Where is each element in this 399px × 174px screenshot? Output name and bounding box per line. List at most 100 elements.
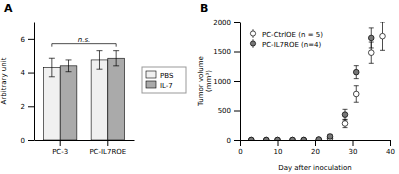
error-bar [49,58,55,77]
tick-mark [240,140,241,146]
chart-container: 0 2 4 6 Arbitrary unit PC-3 PC-IL7ROE n.s. PBS IL… [0,0,399,174]
legend: PBS IL-7 [142,67,186,93]
tick-label: 1000 [213,78,231,86]
point [248,137,254,140]
chart-title: A [4,2,13,15]
tick-mark [234,81,240,82]
axis-line [240,23,241,141]
legend-label: PC-CtrlOE (n = 5) [262,31,323,39]
tick-label: 2 [21,103,25,111]
point [353,91,359,97]
point [368,35,374,41]
tick-mark [107,140,108,146]
tick-mark [28,140,34,141]
panel: 0 2 4 6 Arbitrary unit PC-3 PC-IL7ROE n.s. PBS IL… [0,23,186,156]
tick-mark [234,52,240,53]
point [353,69,359,75]
point [290,137,296,140]
tick-label: PC-3 [52,148,68,156]
y-axis-title-line: (mm³) [205,70,213,92]
error-bar [328,134,333,138]
y-axis: 0 500 1000 1500 2000 [213,19,240,145]
tick-label: 4 [21,69,26,77]
legend-item: IL-7 [146,81,173,90]
tick-mark [234,140,240,141]
tick: 0 [21,137,34,145]
tick-mark [28,39,34,40]
legend: PC-CtrlOE (n = 5) PC-IL7ROE (n=4) [250,29,323,49]
legend-frame [142,67,186,93]
point [263,137,269,140]
tick: 2 [21,103,34,111]
y-axis: 0 2 4 6 [21,23,35,145]
tick-mark [353,140,354,146]
tick: PC-3 [52,140,68,156]
point [380,33,386,39]
error-bar [113,51,119,66]
panel: 0 500 1000 1500 2000 Tumor volume(mm³) Day aft… [197,19,395,172]
tick-mark [278,140,279,146]
tick-label: 2000 [213,19,231,27]
bar [44,68,61,140]
tick: 4 [21,69,34,77]
tick: 1000 [213,78,240,86]
point [263,137,269,140]
legend-item: PC-CtrlOE (n = 5) [250,29,323,39]
chart-svg: 0 2 4 6 Arbitrary unit PC-3 PC-IL7ROE n.s. PBS IL… [0,0,399,174]
tick-label: 6 [21,36,26,44]
tick-mark [234,111,240,112]
tick-label: 0 [227,137,231,145]
tick-label: PC-IL7ROE [89,148,126,156]
error-bar [96,51,102,70]
point [342,121,348,127]
tick: 500 [218,107,240,115]
chart-title: B [200,2,208,15]
tick-label: 1500 [213,48,231,56]
tick: 2000 [213,19,240,27]
tick-mark [28,73,34,74]
tick: 30 [349,140,358,156]
point [368,50,374,56]
axis-line [35,140,135,141]
legend-swatch [146,71,156,78]
point [275,137,281,140]
point [301,137,307,140]
axis-line [34,23,35,141]
tick-label: 0 [238,148,242,156]
y-axis-title-line: Arbitrary unit [0,57,8,104]
marks [44,51,125,140]
point [275,137,281,140]
error-bar [343,109,348,120]
x-axis: 010203040 [238,140,395,156]
tick-mark [28,106,34,107]
y-axis-title-line: Tumor volume [197,56,205,107]
tick-mark [60,140,61,146]
tick-label: 0 [21,137,25,145]
tick: 0 [238,140,242,156]
y-axis-title: Arbitrary unit [0,57,8,104]
point [327,134,333,140]
x-axis-title: Day after inoculation [278,164,351,172]
legend-label: PC-IL7ROE (n=4) [262,41,322,49]
error-bar [343,119,348,127]
tick-mark [390,140,391,146]
tick-mark [234,22,240,23]
point [301,137,307,140]
tick: 0 [227,137,240,145]
error-bar [380,22,385,50]
legend-item: PC-IL7ROE (n=4) [250,39,321,49]
tick: 40 [386,140,395,156]
error-bar [354,86,359,103]
legend-swatch [146,81,156,88]
significance-bracket [52,44,116,47]
bar [108,58,125,140]
annotation: n.s. [78,36,91,44]
tick-mark [315,140,316,146]
legend-label: IL-7 [160,82,173,90]
tick-label: 30 [349,148,358,156]
legend-item: PBS [146,71,174,80]
point [290,137,296,140]
tick-label: 40 [386,148,395,156]
point [342,112,348,118]
tick-label: 10 [274,148,283,156]
